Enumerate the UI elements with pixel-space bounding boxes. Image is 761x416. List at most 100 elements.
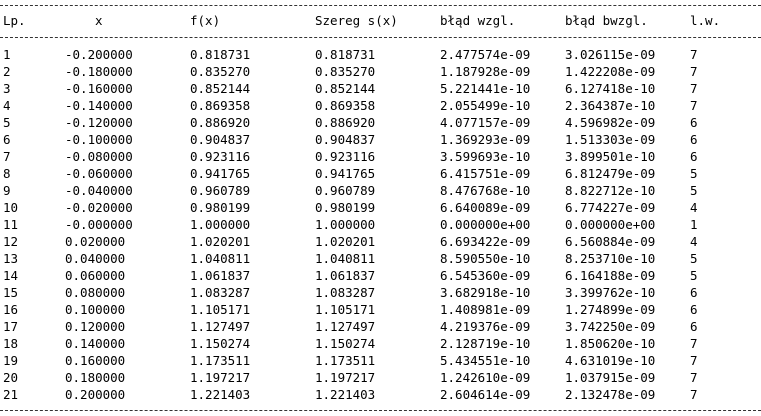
table-cell: 0.852144 [190, 81, 251, 96]
table-cell: 13 [3, 251, 19, 266]
table-cell: 19 [3, 353, 19, 368]
separator [0, 5, 761, 6]
header-cell: Szereg s(x) [315, 13, 398, 28]
header-cell: Lp. [3, 13, 26, 28]
table-cell: 2.477574e-09 [440, 47, 531, 62]
table-cell: 6 [690, 115, 698, 130]
table-cell: 0.941765 [190, 166, 251, 181]
table-cell: 6.640089e-09 [440, 200, 531, 215]
table-cell: 6 [690, 319, 698, 334]
table-cell: -0.120000 [65, 115, 133, 130]
table-cell: 7 [690, 47, 698, 62]
table-cell: 4.631019e-10 [565, 353, 656, 368]
table-cell: 6.812479e-09 [565, 166, 656, 181]
table-cell: 1.105171 [315, 302, 376, 317]
table-cell: 0.180000 [65, 370, 126, 385]
table-cell: 0.060000 [65, 268, 126, 283]
table-cell: 0.980199 [315, 200, 376, 215]
header-cell: x [95, 13, 103, 28]
table-cell: 2.364387e-10 [565, 98, 656, 113]
table-cell: 1.197217 [190, 370, 251, 385]
table-cell: 0.886920 [190, 115, 251, 130]
table-cell: 0.000000e+00 [440, 217, 531, 232]
table-cell: 1 [3, 47, 11, 62]
table-cell: 12 [3, 234, 19, 249]
table-cell: 2.132478e-09 [565, 387, 656, 402]
table-cell: 16 [3, 302, 19, 317]
table-cell: 7 [690, 370, 698, 385]
table-cell: 15 [3, 285, 19, 300]
table-cell: 21 [3, 387, 19, 402]
table-cell: 0.923116 [190, 149, 251, 164]
table-cell: 7 [690, 64, 698, 79]
table-cell: 1 [690, 217, 698, 232]
table-cell: 6.545360e-09 [440, 268, 531, 283]
table-cell: 6 [690, 285, 698, 300]
table-cell: 9 [3, 183, 11, 198]
table-cell: 3.399762e-10 [565, 285, 656, 300]
table-cell: 20 [3, 370, 19, 385]
table-cell: -0.200000 [65, 47, 133, 62]
table-cell: 0.869358 [190, 98, 251, 113]
table-cell: 0.960789 [315, 183, 376, 198]
table-cell: -0.000000 [65, 217, 133, 232]
table-cell: 7 [690, 353, 698, 368]
separator [0, 37, 761, 38]
table-cell: 6.774227e-09 [565, 200, 656, 215]
table-cell: 2.604614e-09 [440, 387, 531, 402]
table-cell: 5 [690, 166, 698, 181]
table-cell: 7 [3, 149, 11, 164]
table-cell: 2.128719e-10 [440, 336, 531, 351]
table-cell: 1.040811 [190, 251, 251, 266]
table-cell: 1.150274 [315, 336, 376, 351]
table-cell: 8 [3, 166, 11, 181]
table-cell: 1.037915e-09 [565, 370, 656, 385]
table-cell: 5 [690, 268, 698, 283]
table-cell: 1.020201 [190, 234, 251, 249]
table-cell: 8.822712e-10 [565, 183, 656, 198]
table-cell: 2.055499e-10 [440, 98, 531, 113]
table-cell: 10 [3, 200, 19, 215]
table-cell: 5.221441e-10 [440, 81, 531, 96]
table-cell: 0.140000 [65, 336, 126, 351]
table-cell: 5 [3, 115, 11, 130]
table-cell: 6.415751e-09 [440, 166, 531, 181]
table-cell: 4 [690, 234, 698, 249]
table-cell: 6 [690, 132, 698, 147]
table-cell: 5 [690, 183, 698, 198]
table-cell: 6 [3, 132, 11, 147]
table-cell: 1.850620e-10 [565, 336, 656, 351]
table-cell: 3.026115e-09 [565, 47, 656, 62]
table-cell: 11 [3, 217, 19, 232]
table-cell: 0.080000 [65, 285, 126, 300]
table-cell: 3.599693e-10 [440, 149, 531, 164]
table-cell: 1.408981e-09 [440, 302, 531, 317]
table-cell: 0.020000 [65, 234, 126, 249]
table-cell: 5.434551e-10 [440, 353, 531, 368]
table-cell: 8.253710e-10 [565, 251, 656, 266]
table-cell: -0.100000 [65, 132, 133, 147]
header-cell: błąd wzgl. [440, 13, 516, 28]
table-cell: 1.422208e-09 [565, 64, 656, 79]
table-cell: 8.590550e-10 [440, 251, 531, 266]
table-cell: 4.219376e-09 [440, 319, 531, 334]
table-cell: 2 [3, 64, 11, 79]
table-cell: 0.120000 [65, 319, 126, 334]
table-cell: 1.127497 [315, 319, 376, 334]
table-cell: 6 [690, 149, 698, 164]
table-cell: 1.221403 [190, 387, 251, 402]
table-cell: -0.080000 [65, 149, 133, 164]
table-cell: 0.835270 [190, 64, 251, 79]
table-cell: 1.083287 [190, 285, 251, 300]
table-cell: 0.869358 [315, 98, 376, 113]
table-cell: 8.476768e-10 [440, 183, 531, 198]
table-cell: 3.682918e-10 [440, 285, 531, 300]
table-cell: 0.818731 [190, 47, 251, 62]
table-cell: 5 [690, 251, 698, 266]
header-cell: l.w. [690, 13, 721, 28]
table-cell: 0.886920 [315, 115, 376, 130]
table-cell: 0.941765 [315, 166, 376, 181]
table-cell: 0.980199 [190, 200, 251, 215]
table-cell: 1.083287 [315, 285, 376, 300]
